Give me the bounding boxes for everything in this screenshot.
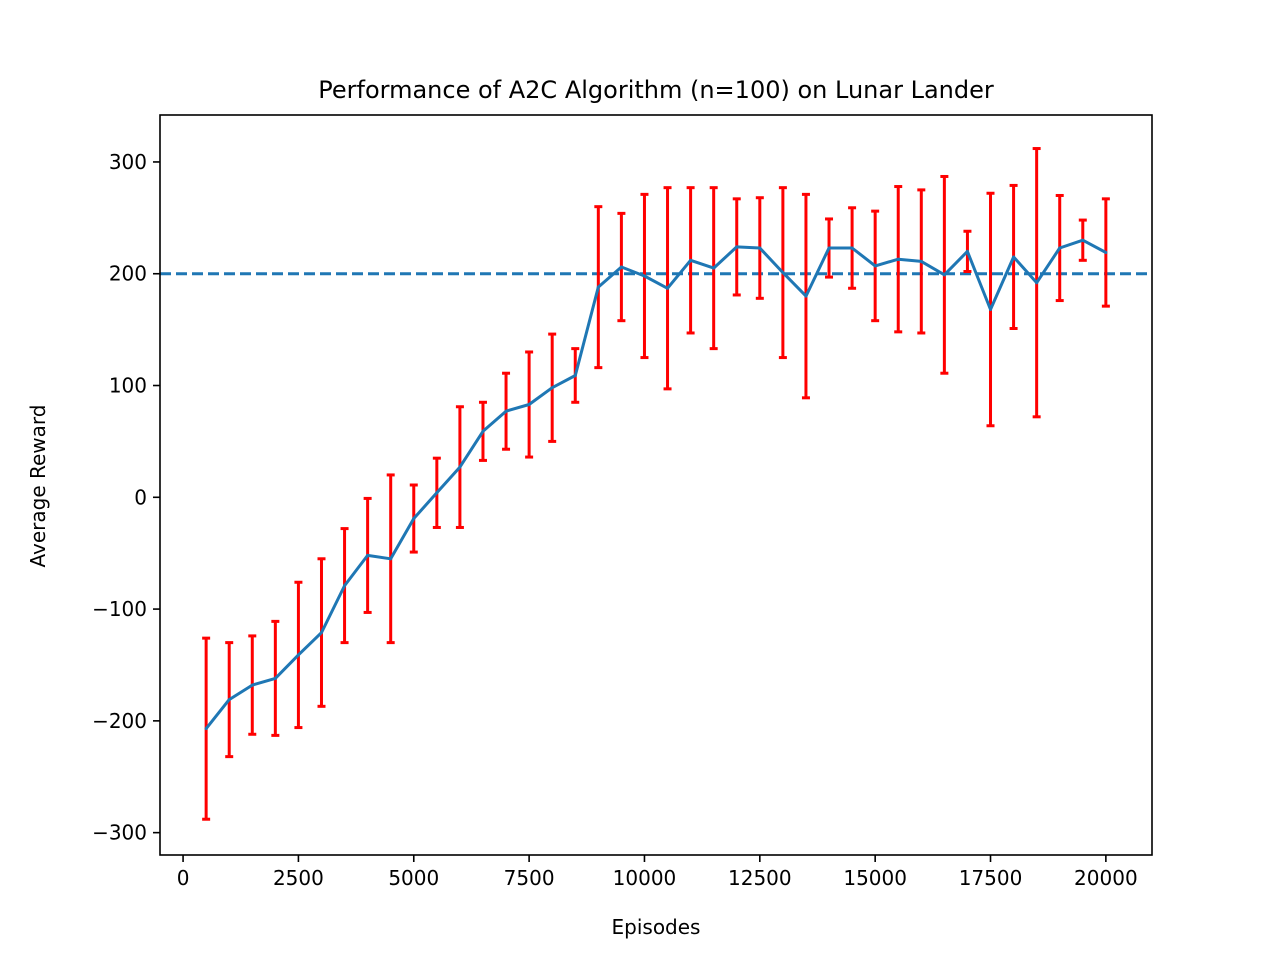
data-point xyxy=(666,286,670,290)
axes-frame xyxy=(159,114,1153,856)
data-point xyxy=(1012,255,1016,259)
x-tick-label: 20000 xyxy=(1074,866,1138,890)
data-point xyxy=(250,683,254,687)
y-axis-title: Average Reward xyxy=(26,405,50,568)
y-tick-label: 100 xyxy=(109,374,147,398)
x-axis: 0 2500 5000 7500 10000 12500 15000 17500 20000 xyxy=(177,855,1138,890)
x-tick-label: 15000 xyxy=(843,866,907,890)
data-point xyxy=(804,294,808,298)
y-tick-label: −300 xyxy=(92,821,147,845)
y-tick-label: −200 xyxy=(92,709,147,733)
data-point xyxy=(435,491,439,495)
data-point xyxy=(1058,246,1062,250)
y-tick-label: 200 xyxy=(109,262,147,286)
data-point xyxy=(481,429,485,433)
data-point xyxy=(550,386,554,390)
data-point xyxy=(896,257,900,261)
data-point xyxy=(596,285,600,289)
series-line xyxy=(204,238,1107,730)
x-axis-title: Episodes xyxy=(612,915,701,939)
data-point xyxy=(458,465,462,469)
data-point xyxy=(1081,238,1085,242)
data-point xyxy=(827,246,831,250)
data-point xyxy=(527,403,531,407)
data-point xyxy=(1104,250,1108,254)
y-axis: −300 −200 −100 0 100 200 300 xyxy=(92,150,160,845)
data-point xyxy=(412,517,416,521)
plot-area xyxy=(160,147,1152,821)
data-point xyxy=(504,409,508,413)
data-point xyxy=(389,557,393,561)
data-point xyxy=(273,676,277,680)
x-tick-label: 10000 xyxy=(613,866,677,890)
data-point xyxy=(573,373,577,377)
x-tick-label: 0 xyxy=(177,866,190,890)
x-tick-label: 2500 xyxy=(273,866,324,890)
data-point xyxy=(296,653,300,657)
x-tick-label: 5000 xyxy=(388,866,439,890)
data-point xyxy=(919,259,923,263)
data-point xyxy=(758,246,762,250)
x-tick-label: 12500 xyxy=(728,866,792,890)
x-tick-label: 7500 xyxy=(504,866,555,890)
data-point xyxy=(965,249,969,253)
data-point xyxy=(642,274,646,278)
y-tick-label: 0 xyxy=(134,485,147,509)
data-point xyxy=(712,266,716,270)
data-point xyxy=(873,264,877,268)
data-point xyxy=(989,308,993,312)
data-point xyxy=(1035,281,1039,285)
data-point xyxy=(204,727,208,731)
data-point xyxy=(227,698,231,702)
data-point xyxy=(942,273,946,277)
y-tick-label: −100 xyxy=(92,597,147,621)
y-tick-label: 300 xyxy=(109,150,147,174)
data-point xyxy=(319,631,323,635)
chart-title: Performance of A2C Algorithm (n=100) on … xyxy=(318,76,994,104)
data-point xyxy=(781,271,785,275)
data-point xyxy=(689,258,693,262)
x-tick-label: 17500 xyxy=(959,866,1023,890)
data-point xyxy=(366,553,370,557)
data-point xyxy=(735,245,739,249)
data-point xyxy=(850,246,854,250)
data-point xyxy=(619,265,623,269)
data-point xyxy=(343,584,347,588)
